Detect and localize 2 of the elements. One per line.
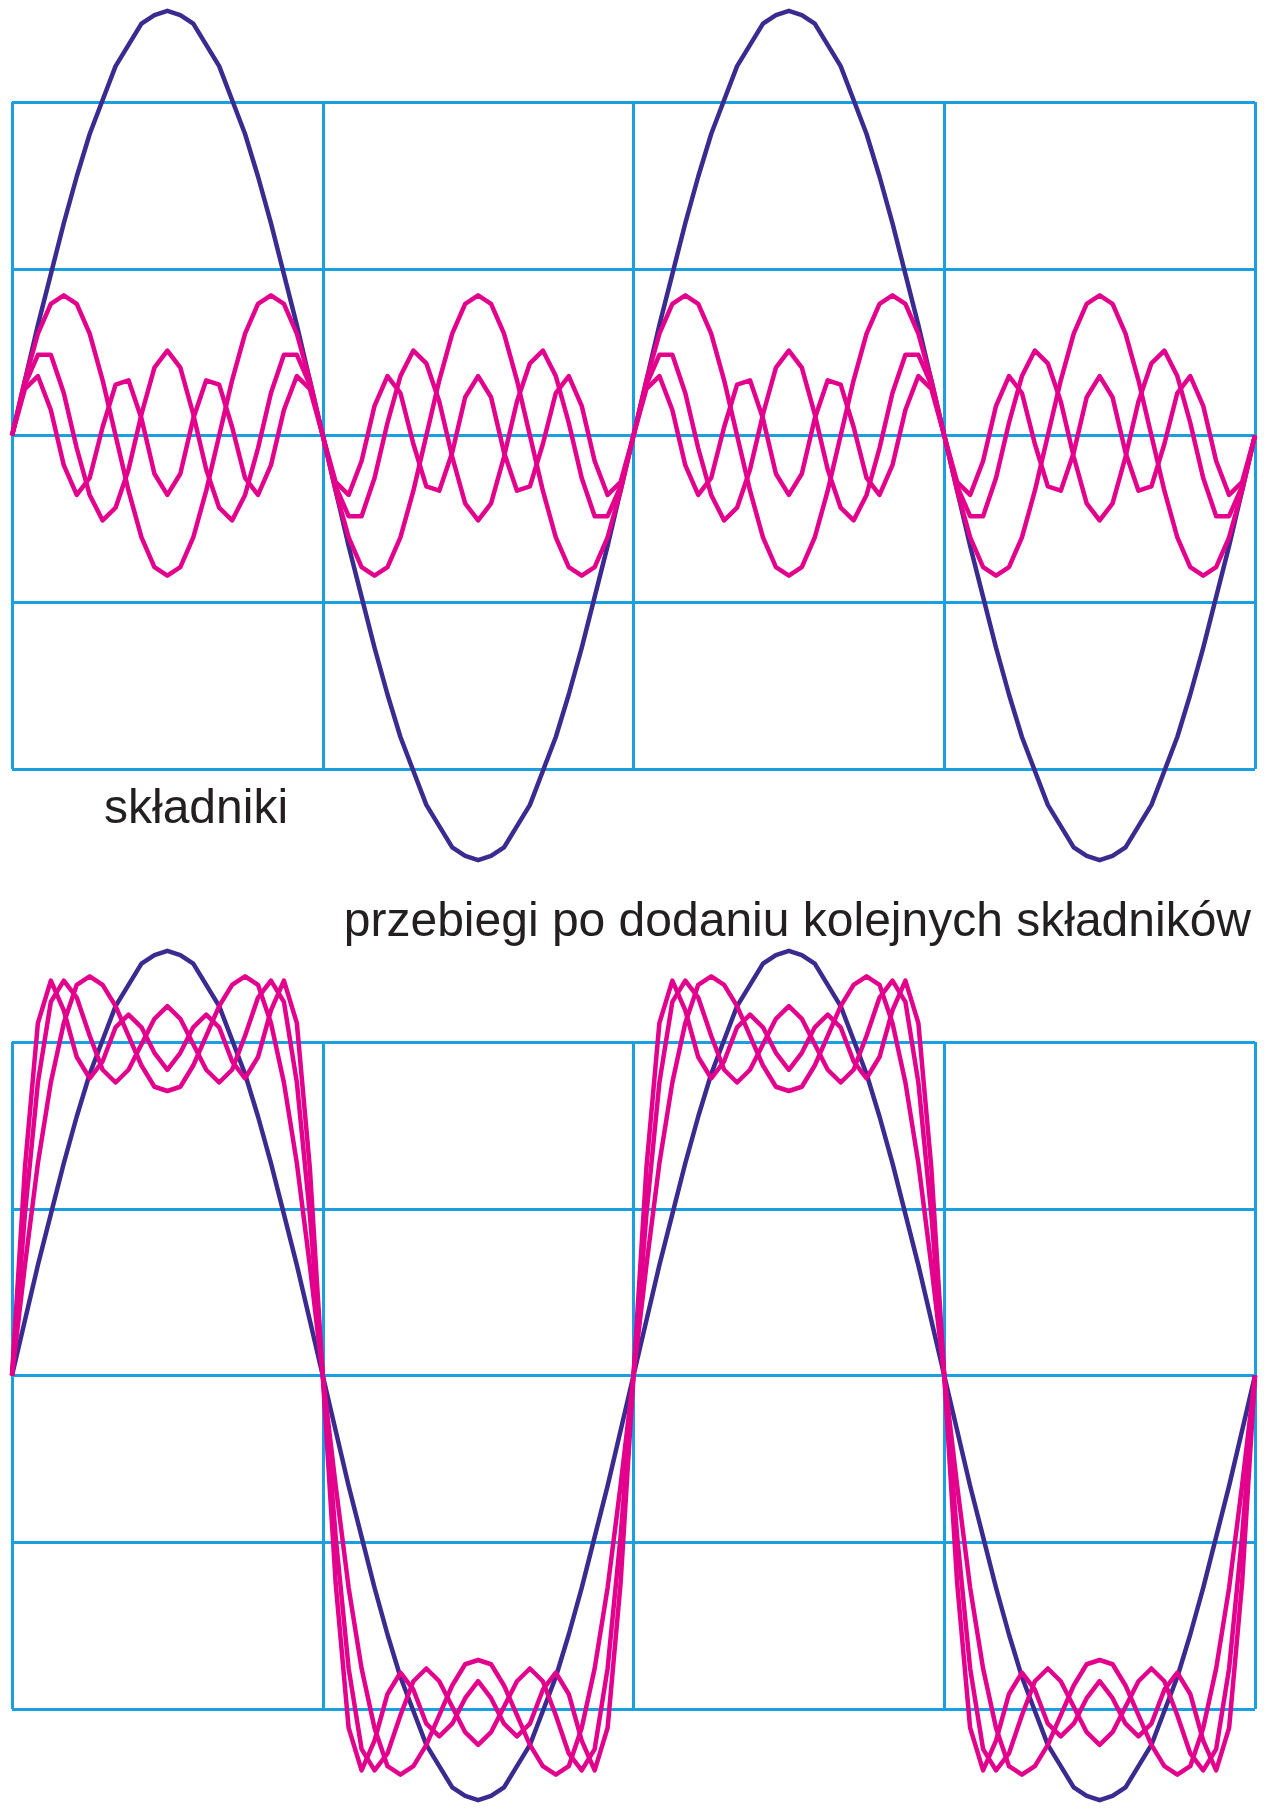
chart-title: przebiegi po dodaniu kolejnych składników xyxy=(343,892,1252,946)
annotation: składniki xyxy=(104,779,289,833)
